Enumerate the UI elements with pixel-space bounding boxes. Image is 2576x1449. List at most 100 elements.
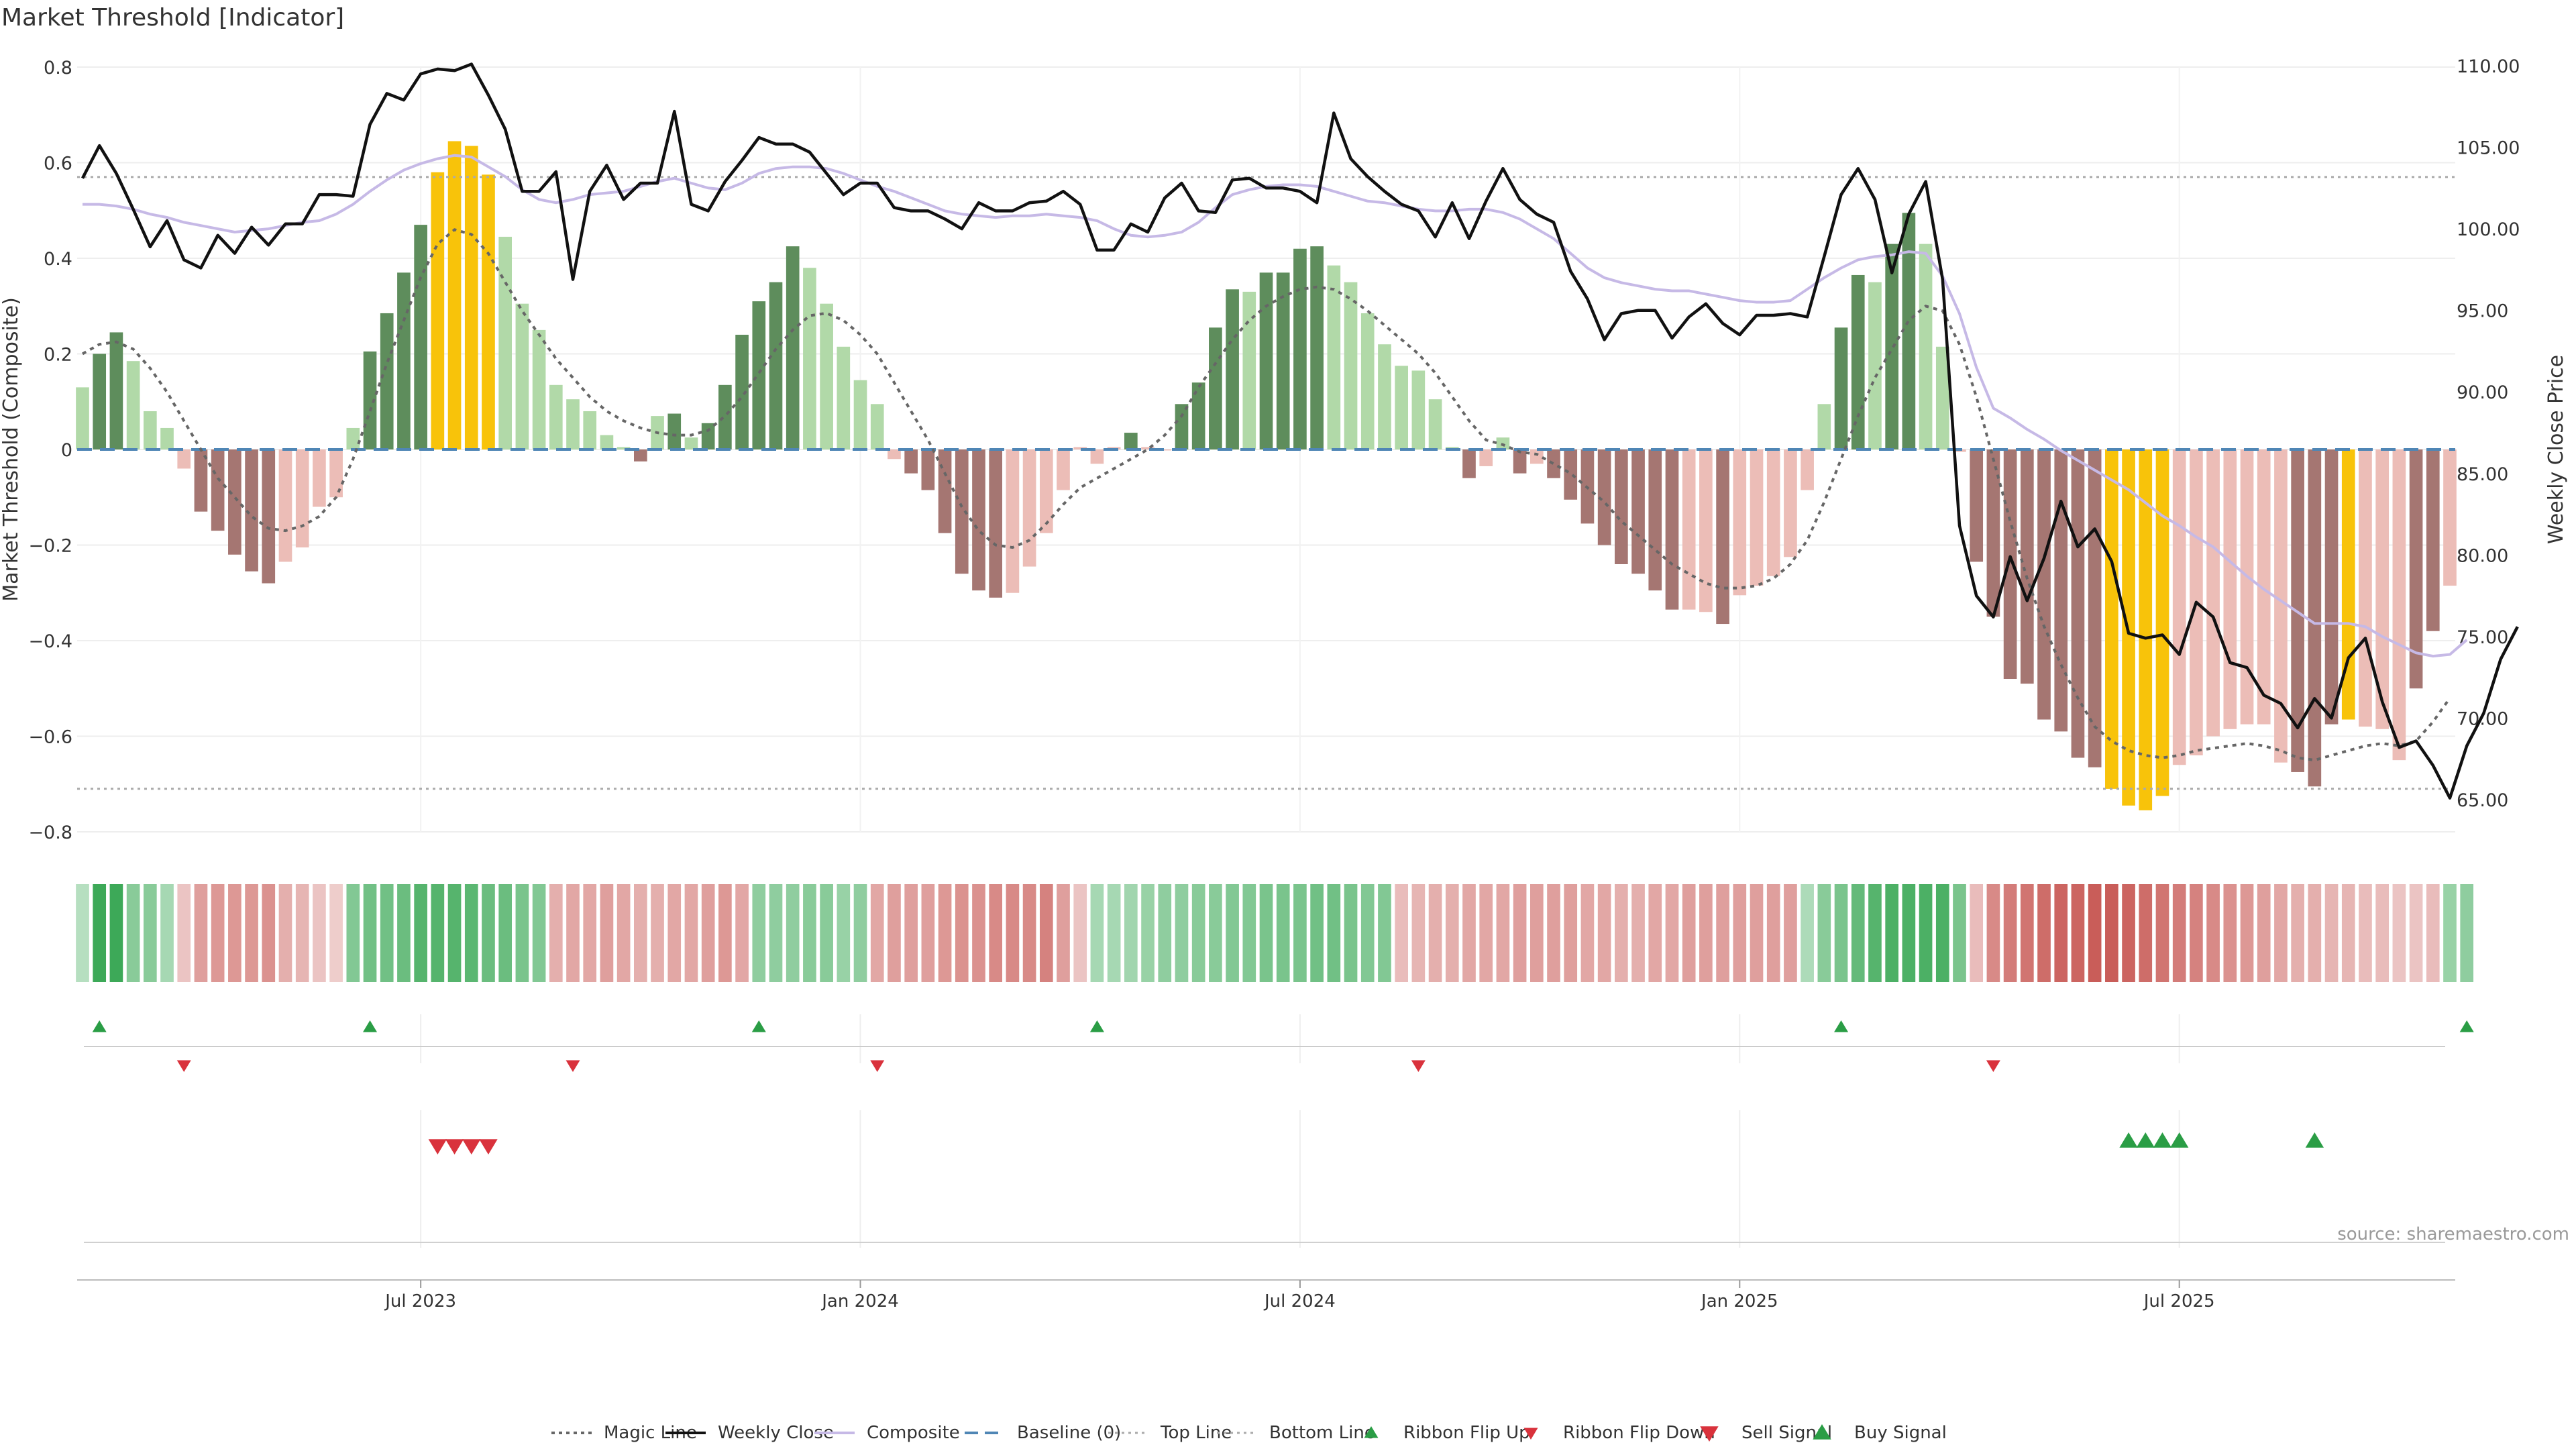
sell-signal-marker [479,1139,498,1155]
composite-bar [262,449,276,584]
ribbon-cell [1175,884,1189,982]
composite-bar [1428,399,1442,449]
y-tick-label: −0.6 [28,727,72,748]
y-tick-label: −0.2 [28,536,72,557]
composite-bar [1141,447,1155,449]
composite-bar [313,449,326,507]
ribbon-cell [2054,884,2068,982]
composite-bar [2375,449,2390,729]
ribbon-flip-down-marker [1986,1060,2000,1072]
composite-bar [211,449,225,531]
ribbon-cell [769,884,783,982]
composite-bar [447,141,462,449]
composite-bar [938,449,952,533]
ribbon-cell [2155,884,2169,982]
composite-bar [1462,449,1476,478]
composite-bar [2359,449,2372,727]
ribbon-cell [1733,884,1747,982]
ribbon-cell [1564,884,1578,982]
ribbon-cell [1547,884,1560,982]
ribbon-cell [2206,884,2220,982]
composite-bar [1615,449,1628,564]
composite-bar [1851,274,1865,449]
legend-item: Ribbon Flip Down [1523,1423,1715,1443]
ribbon-cell [228,884,241,982]
composite-bar [2223,449,2237,729]
ribbon-cell [1327,884,1341,982]
ribbon-cell [447,884,462,982]
composite-bar [1868,282,1882,449]
composite-bar [1784,449,1797,557]
ribbon-cell [1970,884,1984,982]
composite-bar [278,449,292,562]
composite-bar [904,449,918,474]
x-tick-label: Jan 2024 [820,1291,899,1311]
composite-bar [1750,449,1764,586]
ribbon-cell [1242,884,1256,982]
composite-bar [2105,449,2118,789]
composite-bar [1986,449,2000,617]
composite-bar [143,411,157,449]
ribbon-cell [989,884,1003,982]
ribbon-cell [786,884,800,982]
ribbon-cell [1801,884,1814,982]
composite-bar [1479,449,1493,466]
ribbon-cell [2392,884,2406,982]
composite-bar [160,427,174,449]
composite-bar [2206,449,2220,737]
legend-item: Buy Signal [1813,1423,1947,1443]
y2-tick-label: 110.00 [2457,56,2520,77]
ribbon-flip-down-marker [566,1060,580,1072]
chart-legend: Magic Line Weekly Close Composite Baseline … [551,1423,1947,1443]
ribbon-cell [2308,884,2322,982]
ribbon-cell [2003,884,2017,982]
composite-bar [769,282,783,449]
ribbon-cell [363,884,377,982]
y-tick-label: −0.4 [28,631,72,652]
composite-bar [1293,248,1307,449]
ribbon-cell [2257,884,2271,982]
ribbon-cell [93,884,107,982]
ribbon-cell [2341,884,2355,982]
ribbon-cell [583,884,597,982]
composite-bar [566,399,580,449]
ribbon-cell [1124,884,1138,982]
ribbon-cell [498,884,513,982]
ribbon-flip-up-marker [2459,1020,2474,1032]
composite-bar [1327,265,1341,449]
composite-bar [464,146,478,449]
ribbon-cell [143,884,157,982]
composite-bar [1564,449,1578,500]
composite-bar [1597,449,1611,545]
ribbon-cell [1107,884,1121,982]
ribbon-cell [1580,884,1595,982]
ribbon-cell [109,884,123,982]
composite-bar [1919,244,1933,449]
ribbon-cell [1750,884,1764,982]
composite-bar [1242,291,1256,449]
y2-tick-label: 70.00 [2457,708,2508,729]
ribbon-cell [1090,884,1104,982]
composite-bar [498,236,513,449]
ribbon-cell [752,884,766,982]
ribbon-cell [1360,884,1375,982]
composite-bar [989,449,1003,598]
composite-bar [1817,404,1831,449]
composite-bar [2240,449,2254,724]
ribbon-cell [600,884,614,982]
composite-bar [228,449,241,555]
composite-bar [1209,327,1222,449]
y2-tick-label: 85.00 [2457,464,2508,485]
ribbon-cell [2240,884,2254,982]
ribbon-cell [616,884,631,982]
ribbon-cell [1834,884,1848,982]
composite-bar [1801,449,1814,490]
ribbon-cell [329,884,343,982]
composite-bar [177,449,191,469]
y2-tick-label: 90.00 [2457,382,2508,403]
ribbon-cell [1462,884,1476,982]
composite-bar [109,332,123,449]
legend-label: Ribbon Flip Down [1563,1423,1715,1443]
ribbon-cell [1445,884,1459,982]
ribbon-cell [2088,884,2102,982]
